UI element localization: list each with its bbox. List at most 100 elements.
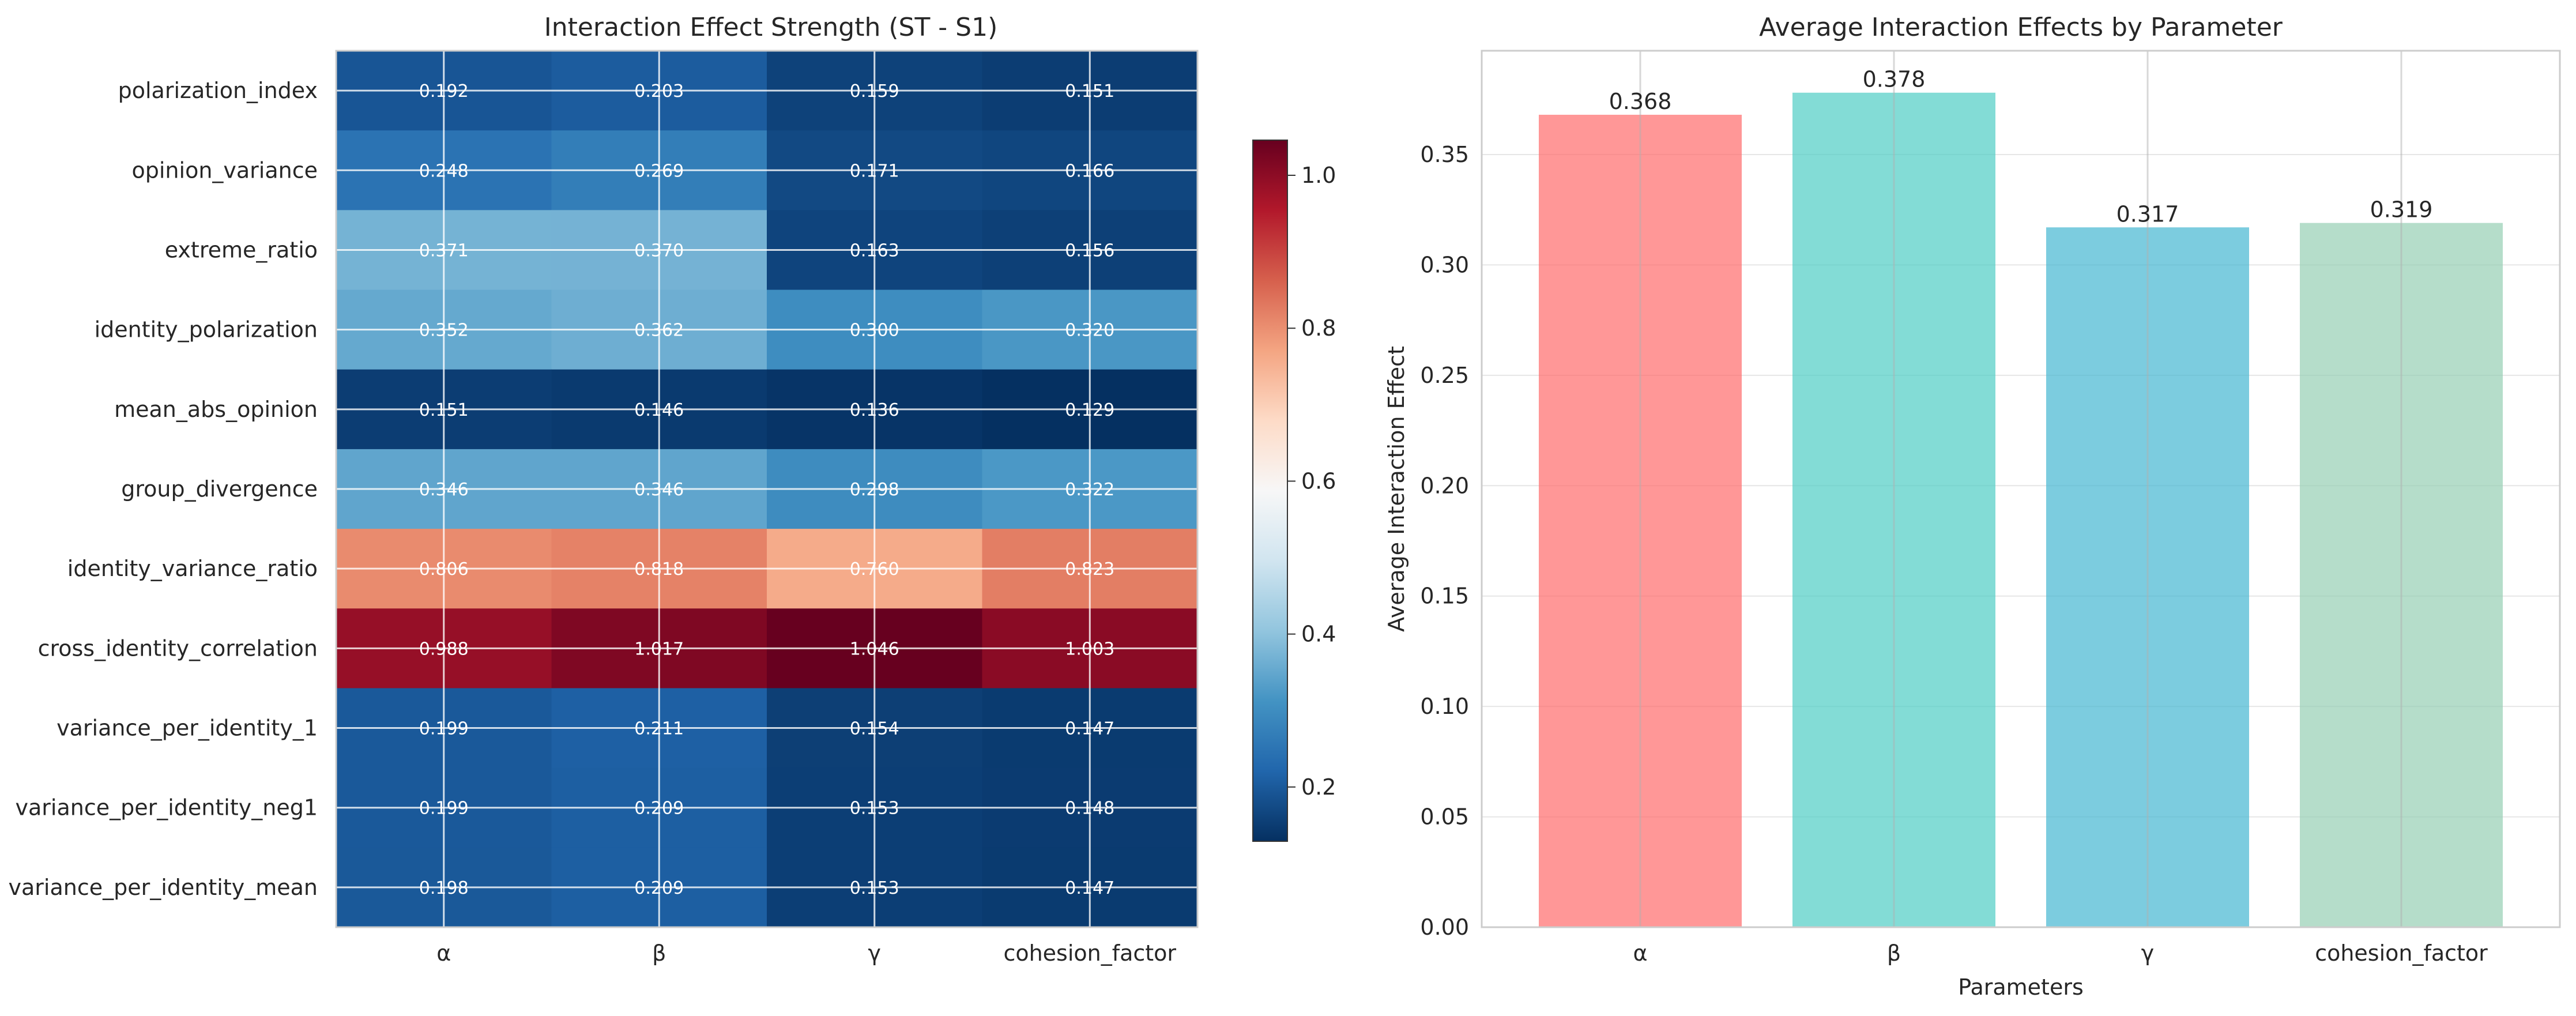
colorbar-tick-label: 1.0 xyxy=(1301,163,1336,188)
heatmap-y-tick-labels: polarization_index opinion_varianceextrem… xyxy=(9,78,318,900)
heatmap-y-tick-label: polarization_index xyxy=(118,78,318,103)
heatmap-cell-label: 0.300 xyxy=(850,321,899,341)
heatmap-y-tick-label: variance_per_identity_1 xyxy=(57,716,318,741)
heatmap-y-tick-label: variance_per_identity_mean xyxy=(9,875,318,900)
bar-y-tick-label: 0.20 xyxy=(1420,473,1469,498)
bar-y-tick-label: 0.10 xyxy=(1420,694,1469,719)
heatmap-cell-label: 0.352 xyxy=(419,321,469,341)
heatmap-x-tick-label: α xyxy=(436,940,451,966)
bar-x-tick-label: γ xyxy=(2141,940,2155,966)
bar-y-tick-label: 0.05 xyxy=(1420,804,1469,830)
heatmap-cell-label: 0.199 xyxy=(419,799,469,819)
heatmap-cell-label: 0.199 xyxy=(419,719,469,739)
bar-vertical-gridlines xyxy=(1639,51,2402,927)
colorbar-tick-label: 0.6 xyxy=(1301,468,1336,494)
heatmap-frame xyxy=(335,50,1199,928)
heatmap-cell-label: 1.003 xyxy=(1065,639,1114,659)
colorbar-ticks: 0.2 0.4 0.6 0.8 1.0 xyxy=(1287,163,1336,800)
heatmap-cell-label: 0.209 xyxy=(634,878,684,898)
heatmap-cell-label: 0.148 xyxy=(1065,799,1114,819)
heatmap-cell-label: 0.362 xyxy=(634,321,684,341)
heatmap-cell-label: 0.159 xyxy=(850,81,899,101)
colorbar-frame xyxy=(1252,140,1288,842)
bar-y-tick-label: 0.25 xyxy=(1420,363,1469,388)
heatmap-y-tick-label: identity_polarization xyxy=(95,317,318,343)
heatmap-cell-label: 0.760 xyxy=(850,559,899,580)
heatmap-cell-label: 0.153 xyxy=(850,878,899,898)
bar-y-tick-label: 0.15 xyxy=(1420,584,1469,609)
heatmap-cell-label: 1.017 xyxy=(634,639,684,659)
bar-value-labels: 0.368 0.378 0.317 0.319 xyxy=(1609,67,2433,227)
heatmap-y-tick-label: extreme_ratio xyxy=(165,237,318,262)
heatmap-y-tick-label: group_divergence xyxy=(121,476,318,502)
heatmap-cell-label: 0.147 xyxy=(1065,878,1114,898)
heatmap-cell-label: 0.322 xyxy=(1065,480,1114,500)
heatmap-cell-label: 1.046 xyxy=(850,639,899,659)
heatmap-cell-label: 0.171 xyxy=(850,161,899,181)
heatmap-y-tick-label: mean_abs_opinion xyxy=(114,397,318,422)
heatmap-cell-label: 0.166 xyxy=(1065,161,1114,181)
heatmap-cell-label: 0.823 xyxy=(1065,559,1114,580)
bar-chart-panel: Average Interaction Effects by Parameter… xyxy=(1384,13,2561,1000)
bar-x-tick-labels: α β γ cohesion_factor xyxy=(1633,940,2488,966)
bar-chart-title: Average Interaction Effects by Parameter xyxy=(1759,13,2283,42)
bar-value-label: 0.368 xyxy=(1609,89,1672,114)
bar-x-tick-label: cohesion_factor xyxy=(2315,940,2488,966)
heatmap-cell-label: 0.146 xyxy=(634,400,684,420)
heatmap-cell-label: 0.203 xyxy=(634,81,684,101)
colorbar-gradient xyxy=(1253,140,1287,841)
heatmap-x-tick-label: β xyxy=(652,940,666,966)
bar-value-label: 0.317 xyxy=(2116,201,2179,227)
bar-x-axis-label: Parameters xyxy=(1958,974,2084,1000)
heatmap-cell-label: 0.209 xyxy=(634,799,684,819)
heatmap-cell-label: 0.153 xyxy=(850,799,899,819)
heatmap-cell-label: 0.346 xyxy=(419,480,469,500)
heatmap-cell-label: 0.147 xyxy=(1065,719,1114,739)
heatmap-y-tick-label: cross_identity_correlation xyxy=(38,635,318,661)
heatmap-panel: Interaction Effect Strength (ST - S1) 0.… xyxy=(9,13,1199,966)
heatmap-cell-label: 0.151 xyxy=(1065,81,1114,101)
heatmap-cell-label: 0.129 xyxy=(1065,400,1114,420)
heatmap-cell-label: 0.346 xyxy=(634,480,684,500)
bar-x-tick-label: β xyxy=(1887,940,1901,966)
heatmap-cell-label: 0.269 xyxy=(634,161,684,181)
colorbar-tick-label: 0.8 xyxy=(1301,315,1336,341)
heatmap-cell-label: 0.818 xyxy=(634,559,684,580)
heatmap-cell-label: 0.154 xyxy=(850,719,899,739)
heatmap-cell-label: 0.211 xyxy=(634,719,684,739)
heatmap-cell-label: 0.156 xyxy=(1065,240,1114,261)
heatmap-cell-label: 0.371 xyxy=(419,240,469,261)
heatmap-grid xyxy=(336,51,1197,927)
heatmap-cell-label: 0.988 xyxy=(419,639,469,659)
heatmap-y-tick-label: variance_per_identity_neg1 xyxy=(16,795,318,821)
heatmap-cell-labels: 0.192 0.203 0.159 0.151 0.248 0.269 0.171 0.166… xyxy=(419,81,1114,898)
heatmap-cell-label: 0.151 xyxy=(419,400,469,420)
heatmap-x-tick-labels: α β γ cohesion_factor xyxy=(436,940,1176,966)
heatmap-title: Interaction Effect Strength (ST - S1) xyxy=(544,13,998,42)
heatmap-y-tick-label: identity_variance_ratio xyxy=(67,556,318,581)
heatmap-cell-label: 0.248 xyxy=(419,161,469,181)
bar-value-label: 0.319 xyxy=(2370,197,2433,223)
bar-y-tick-label: 0.00 xyxy=(1420,915,1469,940)
heatmap-cell-label: 0.136 xyxy=(850,400,899,420)
heatmap-cell-label: 0.320 xyxy=(1065,321,1114,341)
bar-y-tick-label: 0.35 xyxy=(1420,142,1469,167)
heatmap-y-tick-label: opinion_variance xyxy=(132,157,318,183)
heatmap-x-tick-label: γ xyxy=(868,940,882,966)
bar-y-tick-labels: 0.00 0.05 0.10 0.15 0.20 0.25 0.30 0.35 xyxy=(1420,142,1469,940)
colorbar-tick-label: 0.4 xyxy=(1301,622,1336,647)
heatmap-cell-label: 0.298 xyxy=(850,480,899,500)
heatmap-cell-label: 0.198 xyxy=(419,878,469,898)
heatmap-cell-label: 0.192 xyxy=(419,81,469,101)
colorbar: 0.2 0.4 0.6 0.8 1.0 xyxy=(1252,140,1336,842)
bar-y-tick-label: 0.30 xyxy=(1420,252,1469,277)
bar-x-tick-label: α xyxy=(1633,940,1647,966)
heatmap-x-tick-label: cohesion_factor xyxy=(1003,940,1176,966)
colorbar-tick-label: 0.2 xyxy=(1301,774,1336,800)
heatmap-cell-label: 0.163 xyxy=(850,240,899,261)
heatmap-cell-label: 0.370 xyxy=(634,240,684,261)
bar-plot-frame xyxy=(1481,50,2561,928)
bar-y-axis-label: Average Interaction Effect xyxy=(1384,346,1409,632)
heatmap-cell-label: 0.806 xyxy=(419,559,469,580)
